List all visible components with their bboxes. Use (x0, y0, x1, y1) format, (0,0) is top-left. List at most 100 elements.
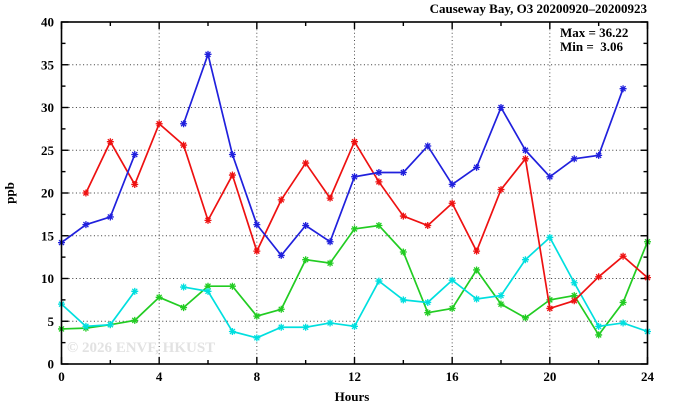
data-point-green (204, 282, 212, 290)
data-point-cyan (595, 322, 603, 330)
y-tick-label: 15 (41, 228, 55, 243)
data-point-blue (351, 173, 358, 181)
data-point-cyan (326, 319, 334, 327)
data-point-red (375, 178, 383, 186)
data-point-green (546, 296, 554, 304)
data-point-red (619, 252, 627, 260)
data-point-red (131, 180, 139, 188)
data-point-green (473, 266, 481, 274)
series-red (82, 120, 651, 312)
data-point-blue (228, 151, 236, 159)
data-point-cyan (82, 322, 90, 330)
data-point-red (82, 189, 90, 197)
data-point-cyan (180, 283, 188, 291)
data-point-blue (106, 213, 114, 221)
data-point-green (570, 292, 578, 300)
data-point-red (302, 159, 310, 167)
x-tick-label: 16 (446, 369, 460, 384)
data-point-red (497, 186, 505, 194)
data-point-cyan (399, 296, 407, 304)
axis-tick-labels: 0 4 8 12 16 20 24 0 5 10 15 20 25 30 35 40 (41, 15, 655, 385)
data-point-red (595, 273, 603, 281)
data-point-cyan (570, 279, 578, 287)
data-point-red (448, 199, 456, 207)
data-point-cyan (228, 328, 236, 336)
data-point-blue (546, 173, 554, 181)
data-point-green (253, 312, 261, 320)
data-point-red (570, 297, 578, 305)
y-tick-label: 25 (41, 143, 55, 158)
data-point-green (351, 225, 358, 233)
data-point-green (521, 314, 529, 322)
data-point-green (497, 300, 505, 308)
data-point-red (277, 196, 285, 204)
x-tick-label: 20 (543, 369, 556, 384)
data-point-red (204, 216, 212, 224)
x-tick-label: 0 (58, 369, 65, 384)
data-point-blue (424, 142, 432, 150)
data-point-green (375, 221, 383, 229)
x-tick-label: 12 (348, 369, 361, 384)
data-point-red (521, 155, 529, 163)
data-point-blue (326, 238, 334, 246)
data-point-green (399, 248, 407, 256)
data-point-blue (521, 146, 529, 154)
data-point-red (106, 138, 114, 146)
data-point-cyan (302, 323, 310, 331)
data-point-blue (448, 180, 456, 188)
data-point-blue (619, 85, 627, 93)
gridlines (61, 22, 648, 364)
data-point-cyan (131, 287, 139, 295)
data-point-cyan (351, 322, 358, 330)
y-tick-label: 30 (41, 100, 54, 115)
data-point-blue (180, 120, 188, 128)
data-point-green (619, 298, 627, 306)
data-point-cyan (619, 319, 627, 327)
data-point-green (595, 331, 603, 339)
data-point-cyan (473, 295, 481, 303)
data-point-cyan (375, 277, 383, 285)
data-point-blue (399, 168, 407, 176)
plot-border (60, 21, 649, 365)
data-point-blue (375, 168, 383, 176)
data-point-green (155, 293, 163, 301)
data-point-red (546, 304, 554, 312)
x-axis-label: Hours (335, 389, 370, 404)
y-axis-label: ppb (2, 182, 17, 204)
data-point-red (473, 247, 481, 255)
max-annotation: Max = 36.22 (560, 25, 628, 40)
chart-title: Causeway Bay, O3 20200920–20200923 (430, 1, 648, 16)
data-point-blue (473, 163, 481, 171)
data-point-blue (570, 155, 578, 163)
series-blue (58, 50, 627, 259)
watermark: © 2026 ENVF, HKUST (67, 340, 215, 356)
data-point-blue (277, 251, 285, 259)
y-tick-label: 20 (41, 186, 54, 201)
data-point-cyan (106, 321, 114, 329)
data-point-green (228, 282, 236, 290)
data-point-red (253, 247, 261, 255)
x-tick-label: 8 (254, 369, 261, 384)
y-tick-label: 10 (41, 271, 54, 286)
data-point-cyan (424, 298, 432, 306)
data-point-cyan (521, 256, 529, 264)
data-point-red (351, 138, 358, 146)
data-point-red (326, 194, 334, 202)
data-point-cyan (277, 323, 285, 331)
min-annotation: Min = 3.06 (560, 39, 624, 54)
data-series (58, 50, 651, 342)
series-green (58, 221, 651, 339)
data-point-green (326, 259, 334, 267)
data-point-green (131, 316, 139, 324)
y-tick-label: 5 (48, 314, 55, 329)
data-point-blue (131, 151, 139, 159)
x-tick-label: 24 (641, 369, 655, 384)
data-point-red (155, 120, 163, 128)
data-point-cyan (253, 334, 261, 342)
series-cyan (58, 233, 651, 342)
data-point-blue (204, 50, 212, 58)
data-point-green (180, 304, 188, 312)
data-point-green (277, 305, 285, 313)
data-point-blue (82, 221, 90, 229)
